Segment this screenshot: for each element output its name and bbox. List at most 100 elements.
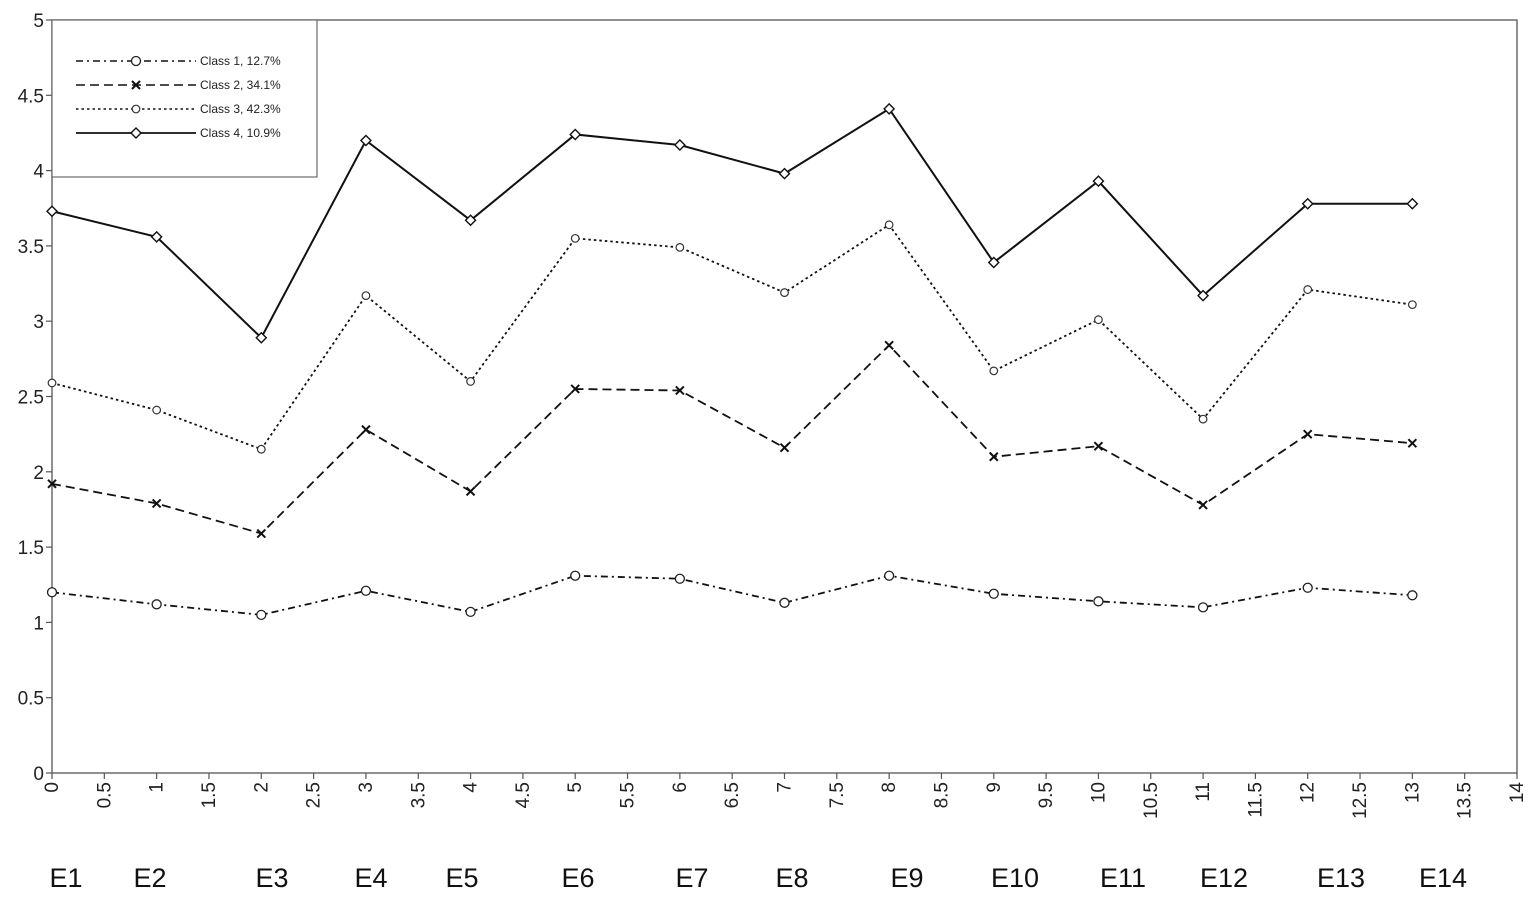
data-point [256, 444, 266, 454]
x-tick-label: 8 [879, 782, 900, 793]
legend-label: Class 3, 42.3% [200, 102, 281, 116]
data-point [570, 233, 580, 243]
data-point [884, 220, 894, 230]
series-1 [46, 570, 1418, 621]
item-label: E6 [561, 863, 594, 893]
data-point [1302, 582, 1313, 593]
y-tick-label: 0.5 [18, 689, 44, 710]
data-point [152, 405, 162, 415]
legend-box [51, 19, 318, 178]
x-tick-label: 4.5 [513, 782, 534, 808]
data-point [1198, 414, 1208, 424]
data-point [570, 384, 580, 394]
data-point [570, 570, 581, 581]
x-tick-label: 7 [775, 782, 796, 793]
data-point [1197, 602, 1209, 613]
data-point [1198, 500, 1208, 510]
data-point [1093, 441, 1104, 451]
item-label: E11 [1100, 863, 1146, 893]
item-label: E5 [445, 863, 478, 893]
item-label: E13 [1317, 863, 1365, 893]
item-label: E10 [991, 863, 1039, 893]
x-tick-label: 9.5 [1036, 782, 1057, 808]
data-point [151, 498, 162, 509]
x-tick-label: 0 [42, 782, 63, 793]
data-point [46, 587, 58, 598]
legend-item: Class 3, 42.3% [76, 102, 281, 116]
data-point [130, 127, 142, 139]
data-point [1092, 175, 1105, 188]
y-tick-label: 5 [33, 11, 44, 32]
data-point [361, 424, 371, 435]
y-tick-label: 4.5 [18, 86, 44, 107]
x-tick-label: 13.5 [1455, 782, 1476, 819]
series-line [51, 107, 1413, 340]
data-point [675, 243, 685, 252]
data-point [47, 479, 57, 489]
data-point [47, 378, 57, 388]
legend-label: Class 4, 10.9% [200, 126, 281, 140]
x-tick-label: 6.5 [722, 782, 743, 808]
item-label: E14 [1419, 863, 1467, 893]
data-point [1407, 590, 1418, 601]
legend-label: Class 2, 34.1% [200, 78, 281, 92]
item-label: E12 [1200, 863, 1248, 893]
data-point [466, 377, 475, 386]
item-label: E9 [890, 863, 923, 893]
data-point [1303, 429, 1313, 439]
data-point [151, 599, 162, 610]
x-tick-label: 12 [1298, 782, 1319, 803]
legend-item: Class 2, 34.1% [76, 78, 281, 92]
x-tick-label: 7.5 [827, 782, 848, 808]
data-point [883, 102, 896, 115]
data-point [780, 288, 789, 297]
data-point [256, 609, 267, 621]
item-label: E7 [675, 863, 708, 893]
data-point [987, 256, 1000, 269]
data-point [674, 573, 686, 584]
y-tick-label: 1.5 [18, 538, 44, 559]
data-point [1407, 438, 1418, 448]
x-tick-label: 6 [670, 782, 691, 793]
item-label: E1 [49, 863, 82, 893]
x-tick-label: 5.5 [618, 782, 639, 808]
data-point [778, 167, 791, 180]
data-point [988, 588, 999, 599]
x-tick-label: 14 [1507, 782, 1528, 804]
data-point [465, 486, 476, 497]
data-point [569, 128, 582, 141]
y-tick-label: 2.5 [18, 388, 44, 409]
data-point [779, 442, 790, 453]
item-label: E3 [255, 863, 288, 893]
data-point [255, 331, 268, 344]
data-point [360, 585, 372, 596]
data-point [46, 205, 58, 218]
x-tick-label: 4 [461, 782, 482, 793]
data-point [1301, 197, 1314, 210]
data-point [359, 134, 372, 147]
data-point [673, 139, 686, 151]
series-2 [47, 340, 1418, 539]
y-tick-label: 3.5 [18, 237, 44, 258]
item-label: E8 [775, 863, 808, 893]
y-tick-label: 4 [33, 162, 44, 183]
y-axis: 0 0.5 1 1.5 2 2.5 3 3.5 4 4.5 5 [18, 11, 52, 785]
data-point [361, 291, 371, 300]
data-point [1407, 300, 1417, 310]
legend: Class 1, 12.7% Class 2, 34.1% Class 3, 42.… [51, 19, 318, 178]
y-tick-label: 1 [33, 613, 44, 634]
x-tick-label: 2 [251, 782, 272, 793]
data-point [989, 366, 999, 376]
x-tick-label: 5 [565, 782, 586, 793]
series-line [51, 344, 1413, 535]
x-tick-label: 8.5 [931, 782, 952, 808]
item-label: E4 [354, 863, 387, 893]
x-tick-label: 10.5 [1141, 782, 1162, 819]
y-tick-label: 0 [33, 764, 44, 785]
x-tick-label: 12.5 [1350, 782, 1371, 819]
data-point [464, 214, 477, 227]
x-axis: 0 0.5 1 1.5 2 2.5 3 3.5 4 4.5 5 5.5 6 6.5 7 7.5 8 8.5 9 9.5… [42, 773, 1528, 819]
legend-label: Class 1, 12.7% [200, 54, 281, 68]
y-tick-label: 3 [33, 312, 44, 333]
